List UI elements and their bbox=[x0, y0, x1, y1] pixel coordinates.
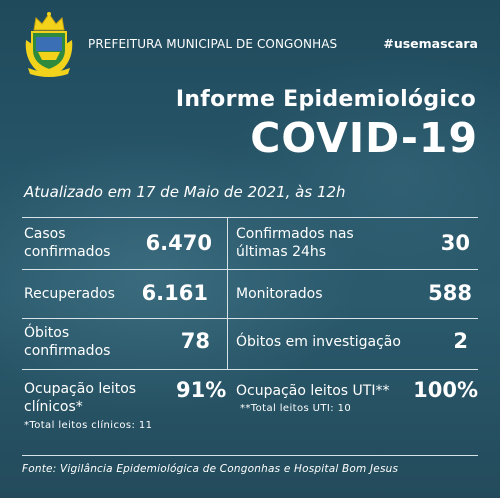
confirmed-24h-label: Confirmados nas últimas 24hs bbox=[236, 226, 354, 260]
deaths-confirmed-value: 78 bbox=[180, 329, 210, 353]
clinical-beds-value: 91% bbox=[176, 378, 227, 402]
report-title: Informe Epidemiológico bbox=[175, 87, 476, 112]
report-subtitle: COVID-19 bbox=[250, 114, 478, 162]
grid-rule-top bbox=[22, 217, 478, 218]
clinical-beds-label: Ocupação leitos clínicos* bbox=[24, 381, 137, 415]
update-timestamp: Atualizado em 17 de Maio de 2021, às 12h bbox=[24, 183, 346, 201]
data-source: Fonte: Vigilância Epidemiológica de Cong… bbox=[22, 463, 399, 475]
confirmed-24h-value: 30 bbox=[440, 231, 470, 255]
icu-beds-label: Ocupação leitos UTI** bbox=[236, 383, 390, 399]
organization-name: PREFEITURA MUNICIPAL DE CONGONHAS bbox=[88, 37, 338, 51]
recovered-value: 6.161 bbox=[141, 281, 208, 305]
deaths-investigation-label: Óbitos em investigação bbox=[236, 334, 401, 350]
icu-beds-value: 100% bbox=[413, 378, 478, 402]
clinical-beds-note: *Total leitos clínicos: 11 bbox=[24, 420, 153, 431]
hashtag: #usemascara bbox=[383, 36, 478, 51]
deaths-investigation-value: 2 bbox=[453, 329, 468, 353]
footer-rule bbox=[22, 455, 478, 456]
confirmed-cases-label: Casos confirmados bbox=[24, 226, 111, 260]
municipal-crest-icon bbox=[25, 12, 73, 77]
confirmed-cases-value: 6.470 bbox=[145, 231, 212, 255]
recovered-label: Recuperados bbox=[24, 286, 115, 302]
stats-grid: Casos confirmados 6.470 Confirmados nas … bbox=[22, 217, 478, 370]
icu-beds-note: **Total leitos UTI: 10 bbox=[240, 403, 352, 414]
grid-rule bbox=[22, 369, 478, 370]
deaths-confirmed-label: Óbitos confirmados bbox=[24, 325, 111, 359]
grid-divider bbox=[227, 217, 228, 370]
monitored-label: Monitorados bbox=[236, 286, 323, 302]
grid-rule bbox=[22, 269, 478, 270]
monitored-value: 588 bbox=[428, 281, 472, 305]
grid-rule bbox=[22, 318, 478, 319]
